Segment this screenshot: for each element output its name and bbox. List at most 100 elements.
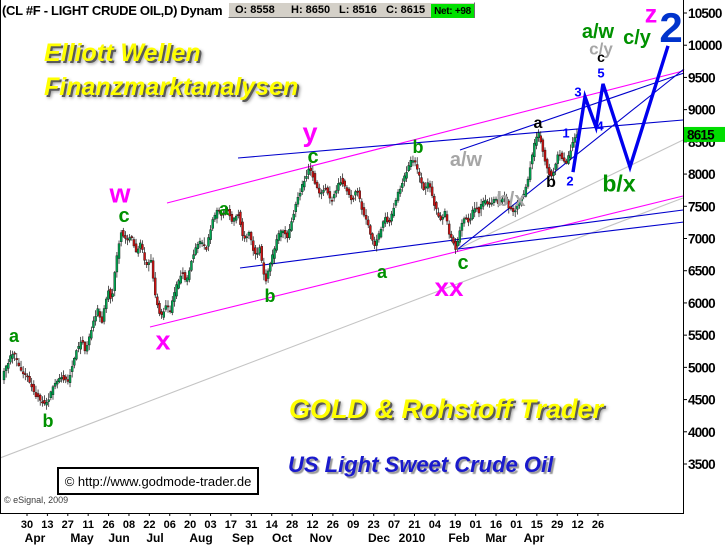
candle-down [241, 221, 244, 236]
candle-down [413, 160, 417, 163]
x-axis-day-label: 21 [408, 519, 420, 531]
candle-up [458, 230, 462, 243]
last-price-tag-text: 8615 [687, 127, 715, 142]
candle-down [418, 171, 421, 176]
candle-down [364, 215, 368, 220]
candle-down [465, 217, 468, 220]
candle-down [160, 311, 163, 315]
watermark-subtitle: US Light Sweet Crude Oil [288, 452, 554, 477]
candle-up [11, 354, 14, 359]
candle-down [545, 159, 549, 169]
watermark-elliott-line2: Finanzmarktanalysen [44, 73, 299, 101]
candle-up [424, 186, 427, 189]
candle-down [43, 400, 46, 404]
y-axis-label: 7500 [688, 199, 715, 214]
candle-up [215, 209, 219, 219]
trend-line [0, 197, 684, 459]
candle-up [392, 207, 395, 217]
y-axis-label: 3500 [688, 457, 715, 472]
candle-up [552, 172, 555, 176]
x-axis-day-label: 11 [82, 519, 94, 531]
candle-down [416, 164, 419, 170]
trend-line [459, 72, 685, 151]
candle-up [537, 132, 540, 138]
quote-open: O: 8558 [235, 4, 275, 16]
candle-down [433, 196, 436, 206]
candle-up [339, 182, 342, 185]
candle-up [492, 199, 496, 203]
candle-down [34, 392, 38, 397]
y-axis-label: 6000 [688, 296, 715, 311]
candle-down [445, 214, 449, 222]
candle-down [230, 213, 234, 222]
candle-down [452, 237, 455, 244]
candle-up [482, 201, 485, 207]
x-axis-day-label: 26 [102, 519, 114, 531]
y-axis-label: 8000 [688, 167, 715, 182]
candle-up [494, 198, 498, 201]
candle-up [294, 203, 298, 212]
candle-down [243, 235, 246, 239]
x-axis-day-label: 14 [266, 519, 279, 531]
candle-up [271, 254, 274, 265]
candle-up [518, 202, 521, 206]
candle-up [73, 358, 76, 366]
x-axis-day-label: 28 [286, 519, 298, 531]
candle-up [113, 272, 116, 291]
candle-up [196, 244, 200, 249]
candle-up [556, 154, 559, 164]
candle-down [435, 202, 438, 210]
candle-up [456, 240, 459, 247]
candle-up [105, 298, 108, 310]
candle-up [47, 399, 50, 402]
candle-up [426, 182, 430, 189]
candle-down [315, 182, 319, 188]
x-axis-day-label: 08 [123, 519, 135, 531]
candle-up [192, 254, 195, 260]
candle-down [168, 310, 172, 313]
candle-down [475, 207, 479, 210]
candle-up [322, 189, 325, 193]
x-axis-day-label: 16 [490, 519, 502, 531]
candle-up [115, 255, 119, 273]
candle-up [354, 191, 357, 196]
candle-down [145, 262, 148, 266]
candle-down [539, 135, 542, 143]
candle-up [377, 233, 381, 240]
x-axis-month-label: Dec [368, 531, 390, 545]
x-axis-month-label: May [70, 531, 94, 545]
candle-up [107, 290, 110, 300]
candle-up [405, 172, 408, 179]
candle-down [313, 173, 317, 184]
candle-down [467, 217, 470, 223]
candle-down [124, 235, 127, 239]
quote-low: L: 8516 [339, 4, 377, 16]
candle-up [403, 175, 406, 182]
candle-up [460, 222, 464, 231]
x-axis-day-label: 07 [388, 519, 400, 531]
candle-down [181, 272, 185, 274]
candle-down [62, 375, 65, 381]
candle-up [531, 154, 534, 165]
candle-up [245, 236, 249, 239]
candle-up [164, 305, 168, 310]
candle-up [520, 198, 523, 202]
candle-up [288, 228, 291, 239]
candle-down [13, 352, 16, 355]
candle-down [239, 211, 242, 225]
candle-down [64, 376, 67, 380]
candle-up [301, 184, 304, 193]
candle-up [514, 210, 517, 213]
trend-line [149, 195, 684, 328]
candle-down [226, 209, 229, 212]
candle-up [256, 253, 259, 255]
candle-down [17, 362, 21, 366]
y-axis-label: 9000 [688, 103, 715, 118]
y-axis-label: 5000 [688, 360, 715, 375]
candle-up [390, 213, 393, 222]
candle-down [454, 241, 457, 250]
candle-up [292, 213, 295, 220]
y-axis-label: 10000 [688, 38, 722, 53]
candle-up [524, 186, 528, 197]
